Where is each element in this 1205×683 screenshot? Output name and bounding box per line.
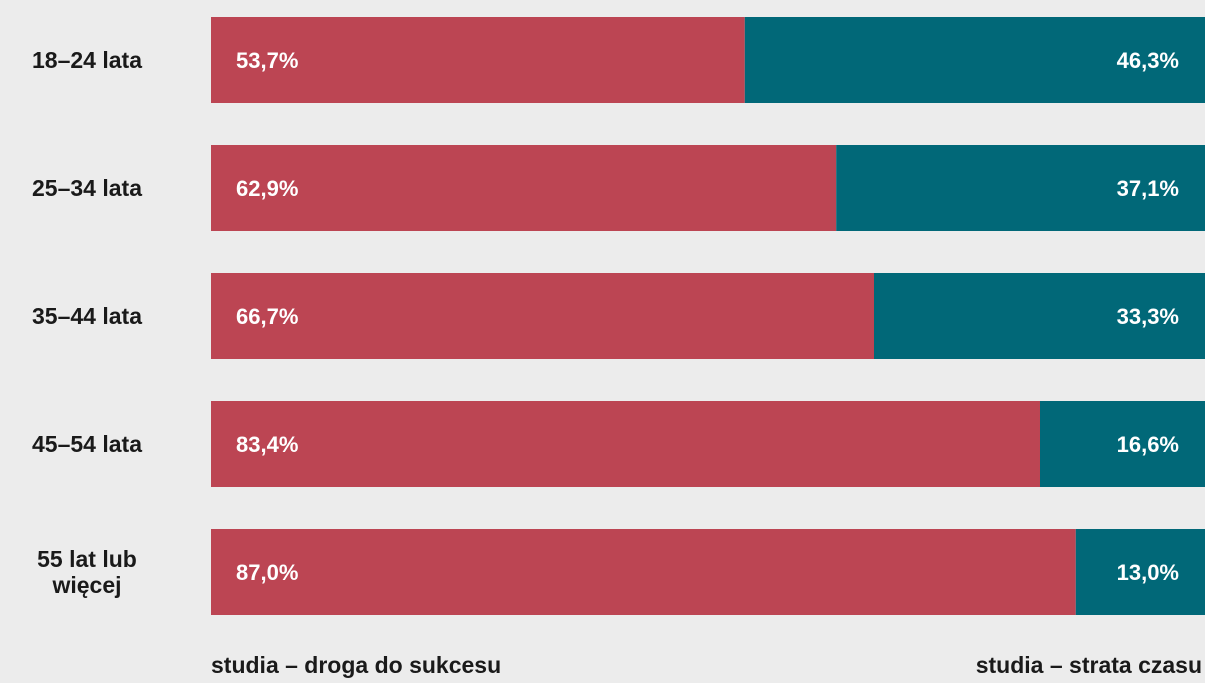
bar-segment-1 xyxy=(211,273,874,359)
legend-series-2: studia – strata czasu xyxy=(975,652,1202,678)
bar-segment-1 xyxy=(211,401,1040,487)
bar-segment-2 xyxy=(744,17,1205,103)
data-label: 62,9% xyxy=(236,176,298,201)
data-label: 53,7% xyxy=(236,48,298,73)
bar-segment-2 xyxy=(836,145,1205,231)
category-label: 18–24 lata xyxy=(32,47,142,73)
bar-segment-1 xyxy=(211,145,837,231)
category-label: 25–34 lata xyxy=(32,175,142,201)
data-label: 87,0% xyxy=(236,560,298,585)
data-label: 13,0% xyxy=(1117,560,1179,585)
category-label: 55 lat lub więcej xyxy=(37,546,137,598)
bar-segment-1 xyxy=(211,529,1076,615)
data-label: 66,7% xyxy=(236,304,298,329)
bar-segment-1 xyxy=(211,17,745,103)
bar-segment-2 xyxy=(1075,529,1205,615)
category-label: 45–54 lata xyxy=(32,431,142,457)
legend-series-1: studia – droga do sukcesu xyxy=(211,652,502,678)
data-label: 83,4% xyxy=(236,432,298,457)
data-label: 33,3% xyxy=(1117,304,1179,329)
bar-segment-2 xyxy=(873,273,1205,359)
data-label: 16,6% xyxy=(1117,432,1179,457)
data-label: 46,3% xyxy=(1117,48,1179,73)
data-label: 37,1% xyxy=(1117,176,1179,201)
category-label: 35–44 lata xyxy=(32,303,142,329)
bar-segment-2 xyxy=(1039,401,1205,487)
